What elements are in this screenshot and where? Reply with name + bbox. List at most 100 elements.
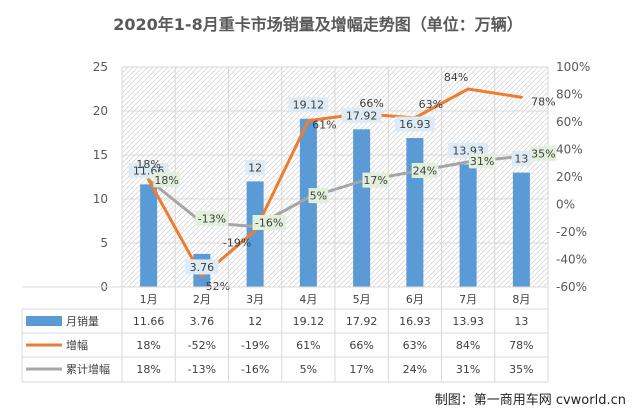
legend-swatch-bar	[26, 316, 62, 326]
table-cell: 66%	[349, 339, 373, 352]
growth-label: 18%	[136, 158, 160, 171]
bar-value-label-bg	[288, 97, 329, 113]
left-tick-label: 10	[93, 192, 108, 206]
cumulative-label: 18%	[154, 174, 178, 187]
left-tick-label: 5	[100, 236, 108, 250]
cumulative-label: 5%	[310, 190, 327, 203]
table-cell: 63%	[403, 339, 427, 352]
table-cell: 24%	[403, 363, 427, 376]
table-cell: -52%	[188, 339, 216, 352]
cumulative-label-bg	[468, 153, 496, 169]
right-tick-label: 60%	[556, 115, 583, 129]
table-cell: 35%	[509, 363, 533, 376]
category-label: 5月	[353, 293, 371, 306]
right-tick-label: -40%	[556, 253, 587, 267]
table-cell: 11.66	[133, 315, 165, 328]
cumulative-label-bg	[153, 172, 180, 188]
bar-series	[140, 118, 530, 287]
cumulative-label-bg	[308, 188, 329, 204]
cumulative-label: 24%	[413, 165, 437, 178]
legend-label: 增幅	[66, 338, 88, 352]
table-cell: -19%	[241, 339, 269, 352]
table-cell: 84%	[456, 339, 480, 352]
table-cell: 17%	[349, 363, 373, 376]
bar-value-label-bg	[394, 116, 435, 132]
chart-title: 2020年1-8月重卡市场销量及增幅走势图（单位：万辆）	[113, 15, 522, 34]
cumulative-label: 35%	[531, 147, 555, 160]
bar-value-label-bg	[185, 259, 219, 275]
category-label: 2月	[193, 293, 211, 306]
cumulative-label-bg	[195, 210, 229, 226]
bar-value-label-bg	[511, 151, 532, 167]
table-cell: 31%	[456, 363, 480, 376]
growth-label: 61%	[312, 119, 336, 132]
table-cell: 18%	[136, 363, 160, 376]
bar-value-label: 12	[248, 161, 262, 174]
growth-label: 84%	[444, 71, 468, 84]
data-labels: 11.663.761219.1217.9216.9313.931318%-52%…	[128, 71, 557, 293]
bar	[299, 118, 317, 287]
bar	[512, 172, 530, 287]
bar-value-label: 19.12	[293, 99, 325, 112]
bar	[246, 181, 264, 287]
right-tick-label: -20%	[556, 225, 587, 239]
table-cell: 19.12	[293, 315, 325, 328]
left-tick-label: 25	[93, 60, 108, 74]
bar-value-label-bg	[341, 107, 382, 123]
table-cell: 61%	[296, 339, 320, 352]
legend-label: 累计增幅	[66, 362, 110, 376]
category-label: 7月	[459, 293, 477, 306]
table-cell: 18%	[136, 339, 160, 352]
table-cell: 3.76	[190, 315, 215, 328]
bar-value-label: 13	[514, 153, 528, 166]
table-cell: 17.92	[346, 315, 378, 328]
chart-credit: 制图：第一商用车网 cvworld.cn	[435, 392, 626, 408]
table-cell: -13%	[188, 363, 216, 376]
cumulative-label-bg	[530, 145, 557, 161]
right-tick-label: 0%	[556, 198, 575, 212]
table-cell: -16%	[241, 363, 269, 376]
table-cell: 5%	[300, 363, 317, 376]
right-tick-label: 100%	[556, 60, 590, 74]
growth-label: 66%	[359, 97, 383, 110]
category-label: 8月	[512, 293, 530, 306]
right-axis: -60% -40% -20% 0% 20% 40% 60% 80% 100%	[556, 60, 590, 294]
right-tick-label: 80%	[556, 88, 583, 102]
cumulative-label: -16%	[255, 217, 283, 230]
cumulative-label: 31%	[470, 155, 494, 168]
table-cell: 13.93	[452, 315, 484, 328]
bar-value-label: 16.93	[399, 118, 431, 131]
cumulative-label-bg	[362, 172, 389, 188]
right-tick-label: 40%	[556, 143, 583, 157]
category-label: 1月	[140, 293, 158, 306]
cumulative-label-bg	[252, 215, 286, 230]
table-cell: 13	[514, 315, 528, 328]
category-label: 6月	[406, 293, 424, 306]
bar	[353, 129, 371, 287]
category-label: 4月	[299, 293, 317, 306]
table-cell: 16.93	[399, 315, 431, 328]
table-cell: 12	[248, 315, 262, 328]
bar-value-label-bg	[245, 159, 265, 175]
right-tick-label: -60%	[556, 280, 587, 294]
growth-label: 63%	[419, 98, 443, 111]
table-cell: 78%	[509, 339, 533, 352]
growth-label: 78%	[531, 95, 555, 108]
cumulative-label-bg	[411, 163, 439, 178]
growth-label: -19%	[223, 237, 251, 250]
bar	[459, 164, 477, 287]
bar-value-label: 17.92	[346, 109, 378, 122]
bar-value-label: 3.76	[190, 261, 215, 274]
bar	[140, 184, 158, 287]
left-tick-label: 15	[93, 148, 108, 162]
category-label: 3月	[246, 293, 264, 306]
cumulative-label: 17%	[363, 174, 387, 187]
bar	[406, 138, 424, 287]
legend-label: 月销量	[66, 314, 99, 328]
right-tick-label: 20%	[556, 170, 583, 184]
cumulative-label: -13%	[198, 212, 226, 225]
left-tick-label: 20	[93, 104, 108, 118]
